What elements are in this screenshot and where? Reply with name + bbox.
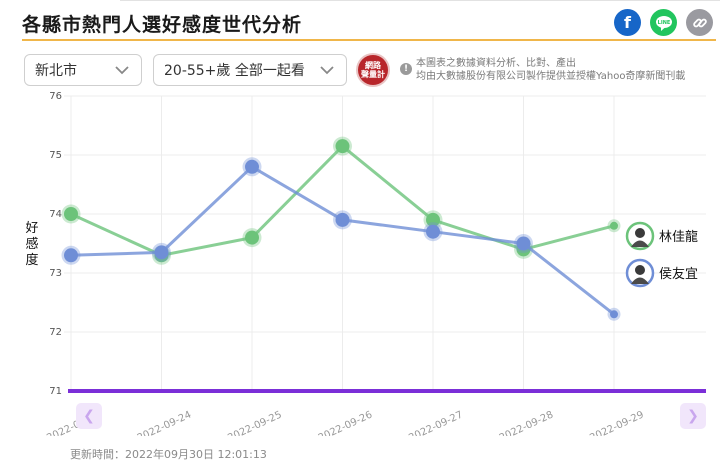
y-tick-label: 76 xyxy=(49,91,62,102)
copy-link-button[interactable] xyxy=(686,9,713,36)
header: 各縣市熱門人選好感度世代分析 f LINE xyxy=(0,0,720,44)
note-line-1: 本圖表之數據資料分析、比對、產出 xyxy=(416,58,576,69)
legend-avatar-head xyxy=(635,265,645,275)
chevron-down-icon xyxy=(320,66,334,75)
update-time: 更新時間：2022年09月30日 12:01:13 xyxy=(70,448,267,461)
data-point xyxy=(335,139,350,154)
next-page-button[interactable]: ❯ xyxy=(680,403,706,429)
prev-page-button[interactable]: ❮ xyxy=(76,403,102,429)
svg-text:LINE: LINE xyxy=(657,20,670,26)
y-tick-label: 72 xyxy=(49,327,62,338)
data-source-note: 本圖表之數據資料分析、比對、產出 均由大數據股份有限公司製作提供並授權Yahoo… xyxy=(416,57,685,83)
data-point xyxy=(245,230,259,245)
facebook-icon: f xyxy=(624,13,631,32)
facebook-share-button[interactable]: f xyxy=(614,9,641,36)
age-select[interactable]: 20-55+歲 全部一起看 xyxy=(153,54,347,86)
legend-avatar-body xyxy=(631,240,649,247)
legend-label: 林佳龍 xyxy=(659,229,698,245)
top-divider xyxy=(120,0,720,1)
chevron-down-icon xyxy=(115,66,129,75)
data-point xyxy=(426,212,440,227)
data-point xyxy=(64,207,78,221)
data-point xyxy=(610,221,618,230)
link-icon xyxy=(692,18,707,27)
legend-avatar-head xyxy=(635,228,645,238)
x-tick-label: 2022-09-27 xyxy=(407,409,464,436)
chevron-left-icon: ❮ xyxy=(83,408,95,424)
line-share-button[interactable]: LINE xyxy=(650,9,677,36)
x-tick-label: 2022-09-25 xyxy=(226,409,283,436)
volume-meter-logo: 網路 聲量計 xyxy=(358,55,388,85)
data-point xyxy=(154,245,169,260)
chevron-right-icon: ❯ xyxy=(687,408,699,424)
city-select-value: 新北市 xyxy=(35,63,77,79)
x-tick-label: 2022-09-29 xyxy=(588,409,645,436)
x-tick-label: 2022-09-26 xyxy=(317,409,374,436)
age-select-value: 20-55+歲 全部一起看 xyxy=(164,63,305,79)
x-tick-label: 2022-09-24 xyxy=(136,409,193,436)
data-point xyxy=(335,212,350,227)
data-point xyxy=(516,236,531,251)
line-icon: LINE xyxy=(655,15,672,31)
y-tick-label: 75 xyxy=(49,150,62,161)
y-tick-label: 74 xyxy=(49,209,62,220)
legend-label: 侯友宜 xyxy=(659,266,698,282)
info-icon: ! xyxy=(400,63,412,75)
data-point xyxy=(245,159,259,174)
note-line-2: 均由大數據股份有限公司製作提供並授權Yahoo奇摩新聞刊載 xyxy=(416,71,686,82)
legend-avatar-body xyxy=(631,277,649,284)
page-title: 各縣市熱門人選好感度世代分析 xyxy=(22,14,303,36)
x-tick-label: 2022-09-28 xyxy=(498,409,555,436)
city-select[interactable]: 新北市 xyxy=(24,54,142,86)
title-underline xyxy=(22,39,716,41)
data-point xyxy=(64,248,78,263)
data-point xyxy=(426,224,440,239)
data-point xyxy=(610,310,618,319)
y-tick-label: 73 xyxy=(49,268,62,279)
y-axis-label: 好感度 xyxy=(25,221,39,268)
y-tick-label: 71 xyxy=(49,386,62,397)
